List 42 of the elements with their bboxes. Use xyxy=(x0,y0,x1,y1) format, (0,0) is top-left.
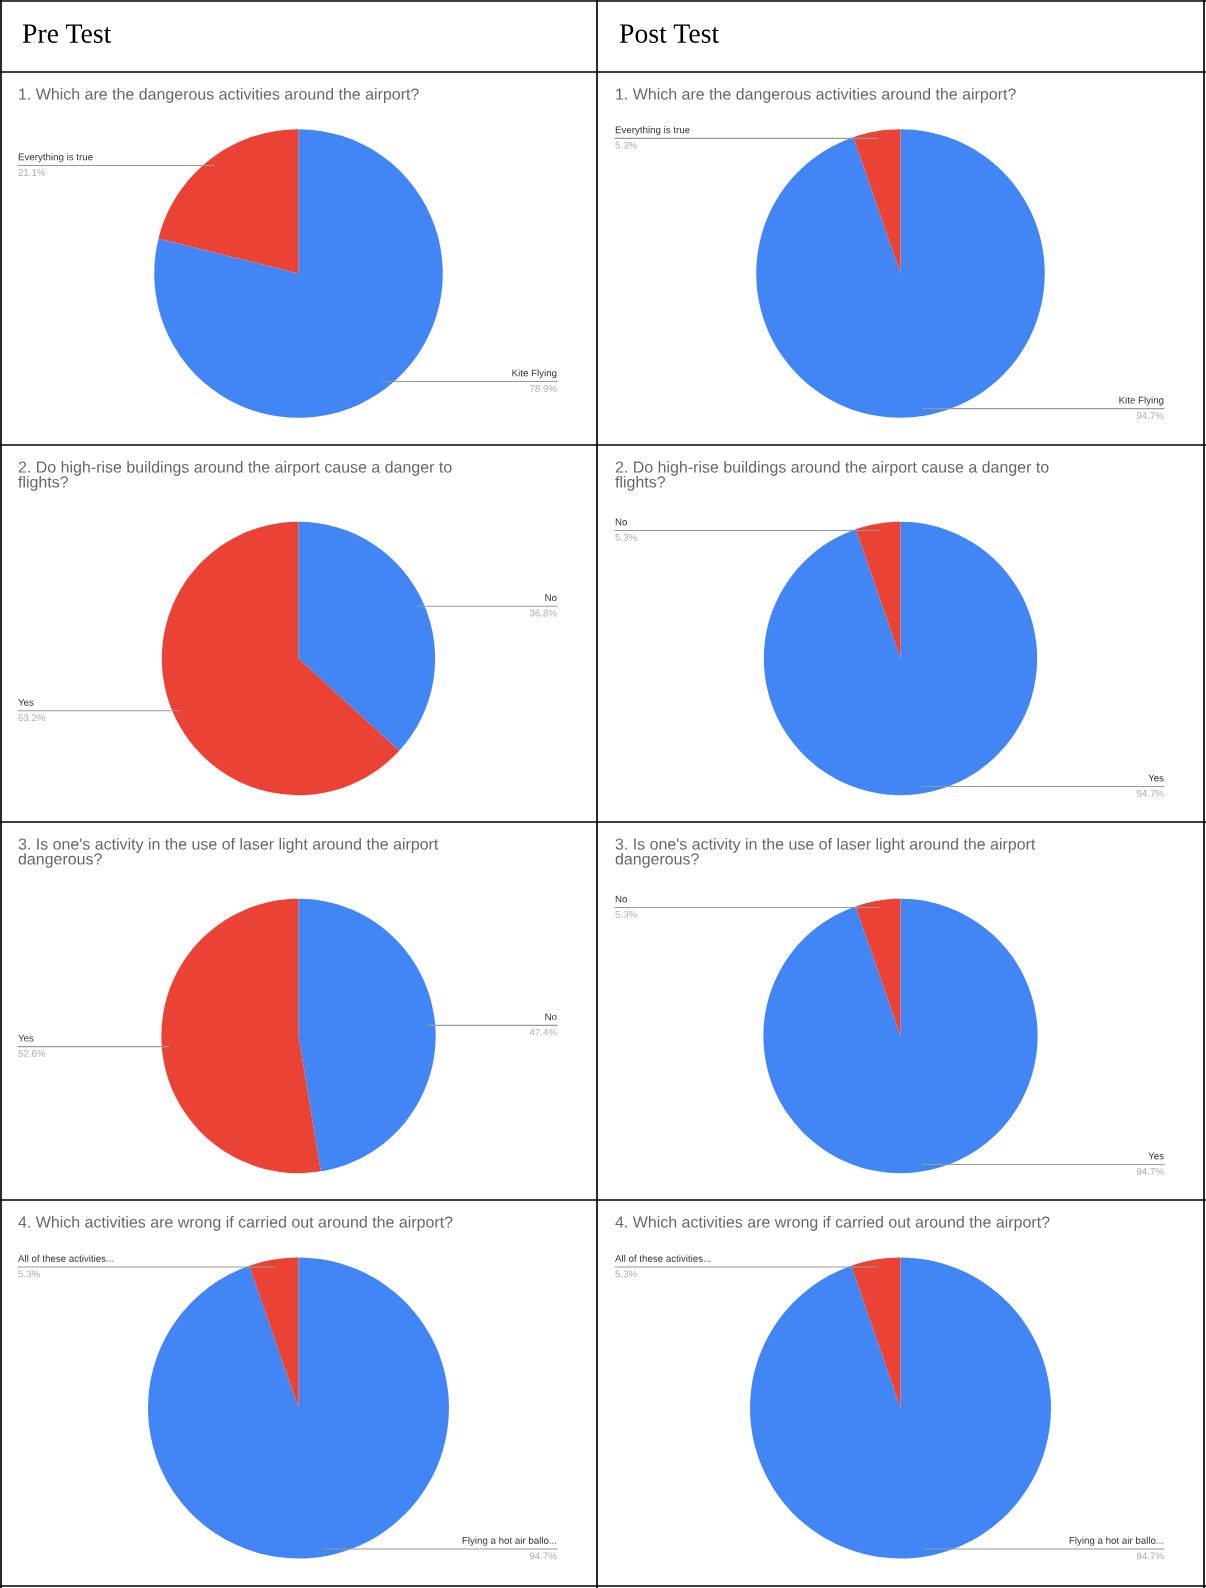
data-label: 47.4% xyxy=(529,1028,557,1036)
data-label: 5.3% xyxy=(18,1270,40,1278)
data-label: 52.6% xyxy=(18,1050,46,1057)
data-label: 94.7% xyxy=(1136,789,1164,797)
data-label: 94.7% xyxy=(1136,1167,1164,1175)
slice-label: Everything is true xyxy=(18,153,93,163)
chart-title: 3. Is one's activity in the use of laser light around the airport dangerous? xyxy=(615,838,1036,868)
slice-label: Yes xyxy=(1148,774,1164,782)
slice-label: Flying a hot air ballo... xyxy=(1069,1536,1164,1546)
chart-title: 1. Which are the dangerous activities around the airport? xyxy=(616,88,1016,103)
chart-title: 4. Which activities are wrong if carried out around the airport? xyxy=(18,1216,453,1231)
slice-label: No xyxy=(615,518,628,526)
slice-label: No xyxy=(545,1013,557,1021)
data-label: 78.9% xyxy=(529,384,557,392)
data-label: 36.8% xyxy=(529,609,557,617)
data-label: 5.3% xyxy=(615,141,637,149)
chart-title: 4. Which activities are wrong if carried out around the airport? xyxy=(615,1216,1050,1231)
slice-label: Flying a hot air ballo... xyxy=(462,1536,557,1546)
data-label: 94.7% xyxy=(1136,1552,1164,1560)
data-label: 5.3% xyxy=(615,1270,637,1278)
data-label: 94.7% xyxy=(529,1552,557,1560)
data-label: 94.7% xyxy=(1136,412,1164,419)
chart-title: 1. Which are the dangerous activities around the airport? xyxy=(19,88,419,103)
slice-label: Everything is true xyxy=(615,126,690,136)
text: Pre Test xyxy=(22,24,112,43)
chart-title: 2. Do high-rise buildings around the airport cause a danger to flights? xyxy=(18,461,452,491)
chart-title: 3. Is one's activity in the use of laser light around the airport dangerous? xyxy=(18,838,439,868)
chart-title: 2. Do high-rise buildings around the airport cause a danger to flights? xyxy=(615,461,1049,491)
slice-label: Kite Flying xyxy=(512,369,557,379)
data-label: 63.2% xyxy=(18,714,46,722)
data-label: 21.1% xyxy=(18,168,46,176)
slice-label: Yes xyxy=(18,698,34,706)
data-label: 5.3% xyxy=(615,910,637,918)
slice-label: No xyxy=(615,895,628,903)
slice-label: No xyxy=(545,594,557,602)
slice-label: All of these activities... xyxy=(18,1254,114,1262)
slice-label: Yes xyxy=(18,1034,34,1042)
slice-label: All of these activities... xyxy=(615,1254,711,1262)
text: Post Test xyxy=(619,24,720,43)
data-label: 5.3% xyxy=(615,533,637,541)
slice-label: Kite Flying xyxy=(1119,396,1164,406)
slice-label: Yes xyxy=(1148,1152,1164,1160)
